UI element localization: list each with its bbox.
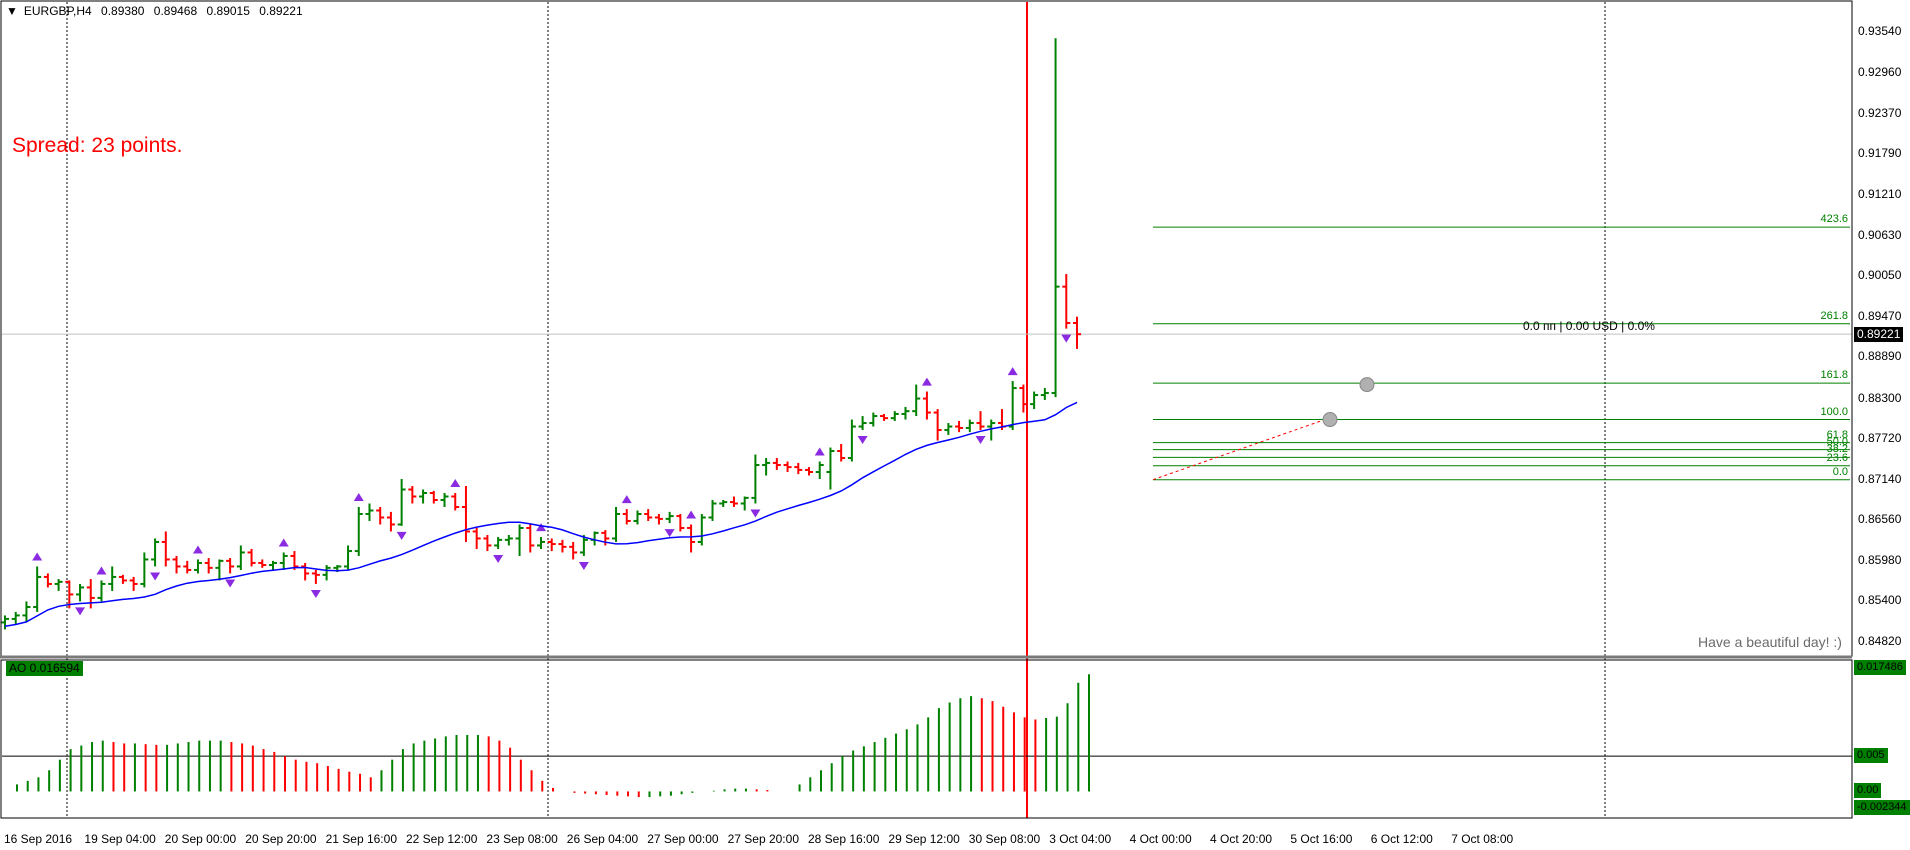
ao-indicator <box>2 674 1852 798</box>
price-axis-label: 0.92370 <box>1858 105 1902 120</box>
close-value: 0.89221 <box>259 4 303 18</box>
time-axis-label: 23 Sep 08:00 <box>486 832 558 846</box>
low-value: 0.89015 <box>206 4 250 18</box>
fractal-marker <box>686 510 697 519</box>
price-axis-label: 0.91790 <box>1858 146 1902 161</box>
fib-level-label: 0.0 <box>1832 465 1848 478</box>
ao-value-label: AO 0.016594 <box>6 661 83 676</box>
fib-level-label: 61.8 <box>1826 428 1848 441</box>
time-axis-label: 4 Oct 00:00 <box>1129 832 1192 846</box>
price-axis-label: 0.84820 <box>1858 634 1902 648</box>
ao-panel-border <box>0 659 1853 819</box>
high-value: 0.89468 <box>153 4 198 18</box>
fractal-marker <box>536 523 546 532</box>
price-axis-label: 0.87140 <box>1858 471 1902 486</box>
time-axis-label: 21 Sep 16:00 <box>325 832 397 846</box>
fractal-marker <box>396 531 407 540</box>
price-axis-label: 0.91210 <box>1858 186 1902 201</box>
time-axis-label: 16 Sep 2016 <box>4 832 73 846</box>
fib-level-label: 423.6 <box>1820 213 1848 226</box>
ao-axis-label: 0.017486 <box>1854 660 1906 675</box>
fibonacci-tool[interactable] <box>1152 226 1850 481</box>
fib-level-label: 161.8 <box>1820 369 1848 382</box>
symbol-label: EURGBP,H4 <box>23 4 92 18</box>
chart-frame <box>0 0 1853 819</box>
fractal-marker <box>450 478 461 487</box>
time-axis-label: 20 Sep 00:00 <box>164 832 237 846</box>
fractal-marker <box>975 436 986 445</box>
ma-line <box>4 401 1078 628</box>
open-value: 0.89380 <box>101 4 145 18</box>
price-axis-label: 0.88890 <box>1858 349 1902 364</box>
fractal-marker <box>1061 334 1072 343</box>
fractal-marker <box>353 492 364 501</box>
time-axis-label: 28 Sep 16:00 <box>808 832 880 846</box>
price-axis-label: 0.90630 <box>1858 227 1902 242</box>
fractal-marker <box>493 554 504 563</box>
fib-anchor-handle <box>1322 412 1338 428</box>
candle-series <box>1 38 1081 630</box>
fractal-marker <box>192 545 203 554</box>
time-axis-label: 26 Sep 04:00 <box>566 832 639 846</box>
collapse-triangle-icon[interactable]: ▼ <box>6 4 18 18</box>
current-price-tag: 0.89221 <box>1854 327 1904 342</box>
price-axis-label: 0.85400 <box>1858 593 1902 608</box>
greeting-label: Have a beautiful day! :) <box>1698 634 1842 650</box>
fractal-marker <box>96 566 107 575</box>
fractal-marker <box>1007 367 1018 376</box>
time-axis-label: 3 Oct 04:00 <box>1049 832 1112 846</box>
fractal-marker <box>664 529 675 538</box>
time-axis-label: 5 Oct 16:00 <box>1290 832 1353 846</box>
time-axis-label: 7 Oct 08:00 <box>1451 832 1514 846</box>
time-axis-label: 27 Sep 00:00 <box>647 832 719 846</box>
price-axis-label: 0.86560 <box>1858 512 1902 527</box>
ao-axis-label: -0.002344 <box>1854 800 1910 815</box>
fib-anchor-line <box>1152 419 1326 481</box>
fractal-marker <box>857 436 868 445</box>
time-axis-label: 22 Sep 12:00 <box>406 832 478 846</box>
fib-level-label: 100.0 <box>1820 405 1848 418</box>
price-axis-label: 0.90050 <box>1858 268 1902 283</box>
fib-level-label: 261.8 <box>1820 309 1848 322</box>
fractal-marker <box>750 509 761 518</box>
price-axis-label: 0.92960 <box>1858 64 1902 79</box>
fib-anchor-handle <box>1359 377 1375 393</box>
ao-axis-label: 0.00 <box>1854 783 1882 799</box>
time-axis-label: 27 Sep 20:00 <box>727 832 799 846</box>
price-axis-label: 0.85980 <box>1858 552 1902 567</box>
pl-readout: 0.0 пп | 0.00 USD | 0.0% <box>1523 319 1655 333</box>
fractal-marker <box>150 572 161 581</box>
moving-average <box>4 401 1078 628</box>
price-axis-label: 0.88300 <box>1858 390 1902 405</box>
fractal-marker <box>310 589 321 598</box>
price-axis-label: 0.93540 <box>1858 24 1902 38</box>
price-axis-label: 0.87720 <box>1858 431 1902 446</box>
fractal-marker <box>75 607 86 616</box>
fib-level-label: 38.2 <box>1826 443 1848 456</box>
chart-title: ▼ EURGBP,H4 0.89380 0.89468 0.89015 0.892… <box>6 4 309 18</box>
fractal-marker <box>621 495 632 504</box>
main-chart-area[interactable] <box>2 2 1852 818</box>
ao-axis-label: 0.005 <box>1854 748 1888 764</box>
fractal-marker <box>921 377 932 386</box>
fib-level-label: 50.0 <box>1826 435 1848 448</box>
fractal-marker <box>578 561 589 570</box>
fractal-marker <box>225 579 236 588</box>
time-axis-label: 30 Sep 08:00 <box>968 832 1041 846</box>
spread-label: Spread: 23 points. <box>12 134 183 157</box>
fractal-marker <box>814 447 825 456</box>
fib-level-label: 23.6 <box>1826 451 1848 464</box>
time-axis-label: 19 Sep 04:00 <box>84 832 156 846</box>
price-axis-label: 0.89470 <box>1858 308 1902 323</box>
time-axis-label: 29 Sep 12:00 <box>888 832 960 846</box>
time-axis-label: 4 Oct 20:00 <box>1210 832 1273 846</box>
time-axis-label: 6 Oct 12:00 <box>1370 832 1433 846</box>
fractal-marker <box>278 538 289 547</box>
fractal-marker <box>32 552 43 561</box>
time-axis-label: 20 Sep 20:00 <box>245 832 317 846</box>
